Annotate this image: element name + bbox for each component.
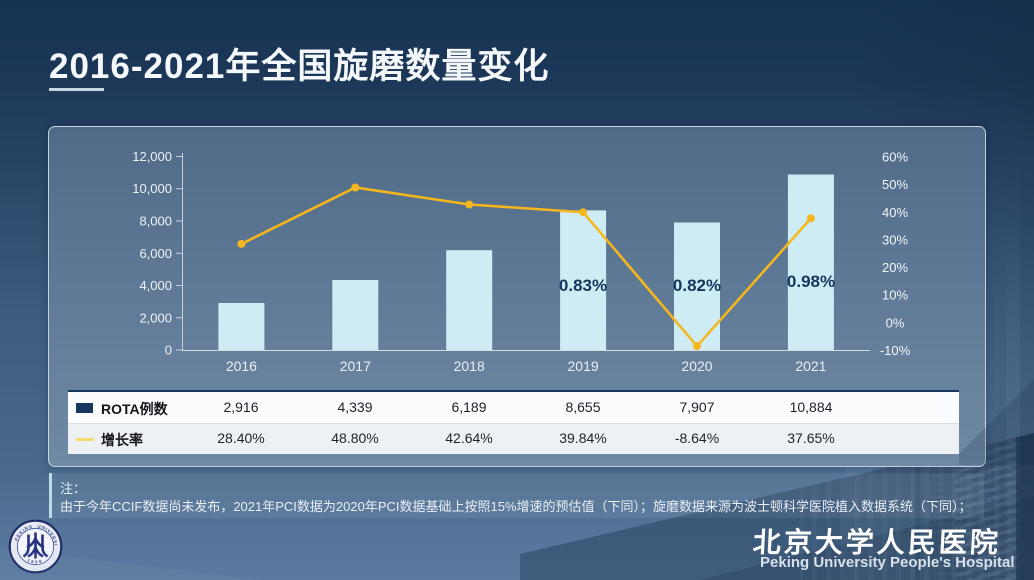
svg-text:0: 0 (165, 343, 172, 358)
svg-text:60%: 60% (882, 150, 908, 165)
svg-text:0.98%: 0.98% (787, 272, 835, 291)
svg-text:2020: 2020 (681, 358, 712, 374)
svg-text:2021: 2021 (795, 358, 826, 374)
svg-text:-10%: -10% (880, 343, 911, 358)
svg-text:30%: 30% (882, 232, 908, 247)
svg-text:2018: 2018 (454, 358, 485, 374)
svg-text:2,000: 2,000 (139, 310, 172, 325)
svg-text:2017: 2017 (340, 358, 371, 374)
svg-text:4,000: 4,000 (139, 278, 172, 293)
svg-text:40%: 40% (882, 205, 908, 220)
svg-text:10%: 10% (882, 288, 908, 303)
svg-text:1898: 1898 (26, 558, 44, 565)
svg-text:10,000: 10,000 (132, 181, 172, 196)
svg-text:12,000: 12,000 (132, 149, 172, 164)
svg-text:0%: 0% (886, 315, 905, 330)
svg-text:0.82%: 0.82% (673, 276, 721, 295)
svg-text:0.83%: 0.83% (559, 276, 607, 295)
svg-text:2019: 2019 (568, 358, 599, 374)
svg-text:50%: 50% (882, 177, 908, 192)
svg-text:20%: 20% (882, 260, 908, 275)
svg-text:6,000: 6,000 (139, 246, 172, 261)
svg-text:2016: 2016 (226, 358, 257, 374)
svg-text:8,000: 8,000 (139, 214, 172, 229)
